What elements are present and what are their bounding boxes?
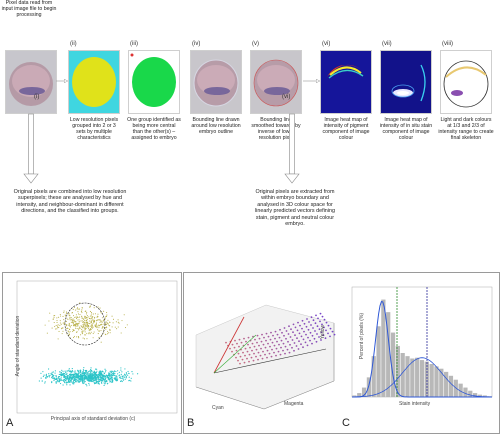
histogram-bar	[405, 356, 410, 397]
scatter-plot	[16, 280, 178, 414]
step-number-vii: (vii)	[382, 41, 392, 47]
histogram-bar	[381, 299, 386, 397]
step-number-iii: (iii)	[130, 41, 138, 47]
skeleton-image	[440, 50, 492, 114]
histogram-bar	[352, 395, 357, 397]
arrow-label-i: (i)	[34, 94, 40, 100]
arrow-label-vi: (vi)	[282, 94, 291, 100]
panel-a-ylabel: Angle of standard deviation	[15, 315, 21, 377]
step-caption-vi: Image heat map of intensity of pigment c…	[322, 117, 370, 142]
panel-b-label: B	[187, 417, 195, 429]
fit-curve-primary	[352, 301, 492, 398]
step-caption-iv: Bounding line drawn around low resolutio…	[191, 117, 241, 136]
panel-bc: Cyan Magenta Yellow B Percent of pixels …	[183, 272, 500, 434]
histogram-bar	[482, 395, 487, 397]
histogram-bar	[361, 387, 367, 397]
histogram-bar	[376, 326, 381, 397]
step-number-vi: (vi)	[322, 41, 331, 47]
panel-c-xlabel: Stain intensity	[399, 401, 431, 407]
flow-arrows	[23, 0, 500, 184]
color-space-3d-plot	[195, 304, 336, 410]
panel-c-label: C	[342, 417, 350, 429]
input-embryo-image	[5, 50, 57, 114]
step-caption-v: Bounding line smoothed towards by invers…	[251, 117, 301, 142]
histogram-bar	[444, 371, 449, 397]
histogram-bar	[468, 390, 473, 397]
histogram-bar	[424, 361, 429, 397]
intro-text: Pixel data read from input image file to…	[1, 0, 57, 19]
histogram-bar	[458, 383, 463, 397]
histogram-bar	[357, 393, 362, 397]
step-caption-ii: Low resolution pixels grouped into 2 or …	[69, 117, 119, 142]
histogram-bar	[390, 332, 396, 397]
histogram-bar	[434, 366, 439, 397]
step-caption-iii: One group identified as being more centr…	[127, 117, 181, 142]
histogram-bar	[429, 364, 434, 397]
fit-curve-secondary	[352, 357, 492, 398]
step-number-iv: (iv)	[192, 41, 201, 47]
histogram-bar	[463, 387, 468, 397]
yellow-cluster	[44, 302, 128, 343]
histogram-bar	[410, 358, 415, 397]
stain-heatmap-image	[380, 50, 432, 114]
histogram-bar	[477, 394, 483, 397]
panel-b-zlabel: Yellow	[320, 324, 327, 340]
panel-a-label: A	[6, 417, 14, 429]
panel-b-xlabel: Cyan	[212, 405, 224, 411]
step-caption-vii: Image heat map of intensity of in situ s…	[379, 117, 433, 142]
panel-a-xlabel: Principal axis of standard deviation (c)	[50, 416, 136, 422]
smoothed-boundary-image	[250, 50, 302, 114]
left-process-text: Original pixels are combined into low re…	[13, 189, 127, 215]
histogram-bar	[419, 360, 425, 397]
histogram-bar	[371, 356, 376, 397]
cyan-cluster	[38, 367, 139, 387]
histogram-bar	[400, 353, 405, 397]
panel-b-ylabel: Magenta	[284, 401, 304, 407]
step-number-ii: (ii)	[70, 41, 77, 47]
histogram-bar	[415, 357, 420, 397]
right-process-text: Original pixels are extracted from withi…	[254, 189, 335, 228]
step-number-v: (v)	[252, 41, 259, 47]
step-caption-viii: Light and dark colours at 1/3 and 2/3 of…	[438, 117, 494, 142]
stain-histogram	[351, 286, 493, 398]
histogram-bar	[366, 377, 372, 397]
pixel-cloud	[225, 312, 336, 365]
step-number-viii: (viii)	[442, 41, 453, 47]
bounding-line-image	[190, 50, 242, 114]
histogram-bar	[448, 375, 454, 397]
pigment-heatmap-image	[320, 50, 372, 114]
panel-c-ylabel: Percent of pixels (%)	[359, 312, 365, 360]
embryo-group-image	[128, 50, 180, 114]
histogram-bar	[472, 393, 478, 397]
histogram-bar	[386, 312, 391, 397]
superpixel-groups-image	[68, 50, 120, 114]
histogram-bar	[439, 368, 444, 397]
panel-a: Angle of standard deviation Principal ax…	[2, 272, 182, 434]
histogram-bar	[395, 345, 400, 397]
